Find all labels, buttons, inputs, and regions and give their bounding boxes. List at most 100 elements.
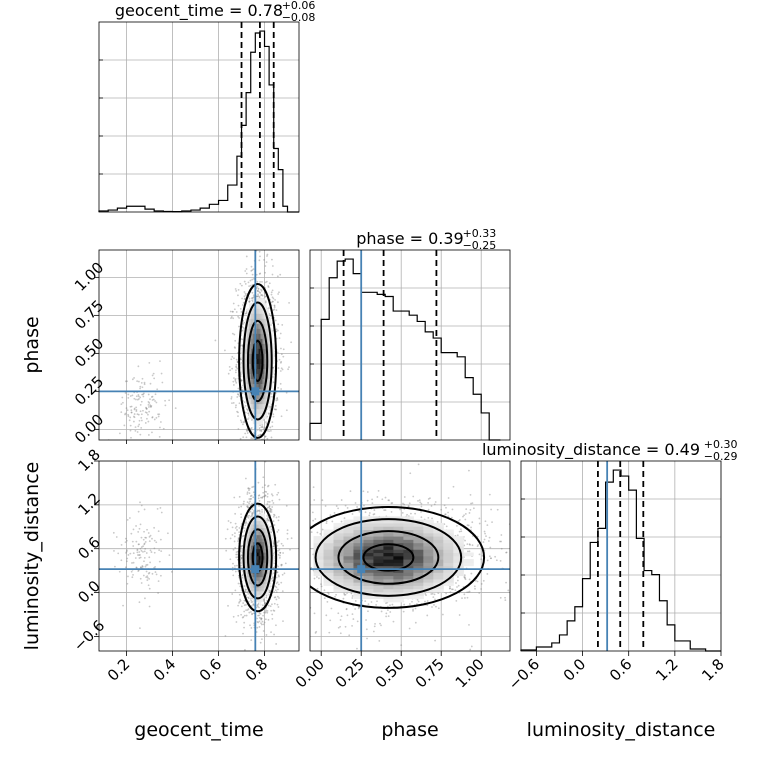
scatter-point <box>147 404 150 406</box>
scatter-point <box>246 429 249 432</box>
scatter-point <box>148 571 151 574</box>
scatter-point <box>534 573 536 575</box>
scatter-point <box>263 245 265 247</box>
scatter-point <box>278 548 281 551</box>
density-cell <box>258 538 262 543</box>
density-cell <box>250 348 254 354</box>
scatter-point <box>158 413 161 416</box>
scatter-point <box>495 559 498 562</box>
density-cell <box>264 313 267 319</box>
scatter-point <box>259 281 262 283</box>
density-cell <box>252 308 256 314</box>
scatter-point <box>230 358 233 361</box>
scatter-point <box>141 565 144 568</box>
density-cell <box>262 393 265 400</box>
scatter-point <box>474 579 477 582</box>
scatter-point <box>266 253 269 256</box>
scatter-point <box>275 643 278 645</box>
density-cell <box>260 573 263 578</box>
scatter-point <box>278 291 280 294</box>
scatter-point <box>537 596 539 598</box>
scatter-point <box>272 609 275 612</box>
scatter-point <box>464 576 466 579</box>
scatter-point <box>145 552 148 554</box>
scatter-point <box>237 604 240 607</box>
density-cell <box>260 318 263 324</box>
scatter-point <box>246 493 249 495</box>
scatter-point <box>390 502 393 505</box>
scatter-point <box>126 380 128 383</box>
scatter-point <box>327 592 330 595</box>
scatter-point <box>137 531 140 533</box>
scatter-point <box>258 259 261 262</box>
scatter-point <box>391 502 394 504</box>
density-cell <box>260 308 263 314</box>
scatter-point <box>451 588 453 591</box>
scatter-point <box>245 589 247 591</box>
scatter-point <box>259 641 262 644</box>
density-cell <box>252 333 256 339</box>
density-cell <box>247 531 250 536</box>
scatter-point <box>268 506 271 509</box>
scatter-point <box>244 522 246 525</box>
scatter-panel-geocent_time-luminosity_distance <box>98 460 300 652</box>
scatter-point <box>271 421 274 424</box>
scatter-point <box>149 382 152 385</box>
scatter-point <box>267 286 270 288</box>
scatter-point <box>265 634 268 636</box>
scatter-point <box>257 497 260 500</box>
scatter-point <box>247 412 250 415</box>
scatter-point <box>289 565 291 567</box>
scatter-point <box>287 368 290 371</box>
scatter-point <box>159 360 161 363</box>
scatter-point <box>247 487 250 490</box>
scatter-point <box>279 361 282 364</box>
density-cell <box>262 559 265 564</box>
density-cell <box>250 403 254 410</box>
density-cell <box>241 368 244 374</box>
scatter-point <box>276 541 279 544</box>
scatter-point <box>252 603 255 605</box>
scatter-point <box>229 521 232 524</box>
scatter-point <box>130 411 133 414</box>
density-cell <box>264 343 267 349</box>
density-cell <box>268 368 271 374</box>
scatter-point <box>252 603 255 606</box>
scatter-point <box>244 283 247 285</box>
scatter-point <box>243 614 246 617</box>
density-cell <box>250 398 254 405</box>
density-cell <box>260 298 263 304</box>
scatter-point <box>258 273 261 275</box>
scatter-point <box>140 381 143 384</box>
scatter-point <box>144 541 147 543</box>
density-cell <box>268 378 271 385</box>
scatter-point <box>272 542 275 545</box>
scatter-point <box>159 426 161 429</box>
scatter-point <box>466 543 469 546</box>
scatter-point <box>427 498 430 500</box>
scatter-point <box>358 510 361 513</box>
scatter-point <box>271 300 274 303</box>
scatter-point <box>140 582 143 584</box>
scatter-point <box>225 549 228 552</box>
scatter-point <box>280 538 282 540</box>
density-cell <box>260 403 263 410</box>
density-cell <box>262 527 265 532</box>
density-cell <box>252 597 256 602</box>
density-cell <box>262 531 265 536</box>
scatter-point <box>250 437 253 440</box>
scatter-point <box>229 369 232 372</box>
scatter-point <box>240 545 243 548</box>
scatter-point <box>260 429 263 432</box>
scatter-point <box>239 282 242 285</box>
density-cell <box>256 580 260 585</box>
density-cell <box>256 408 260 415</box>
scatter-point <box>308 548 310 550</box>
scatter-point <box>139 556 142 559</box>
scatter-point <box>279 332 282 335</box>
scatter-point <box>272 515 275 518</box>
scatter-point <box>316 587 319 590</box>
scatter-point <box>265 280 268 283</box>
scatter-point <box>268 591 271 594</box>
scatter-point <box>234 547 237 549</box>
